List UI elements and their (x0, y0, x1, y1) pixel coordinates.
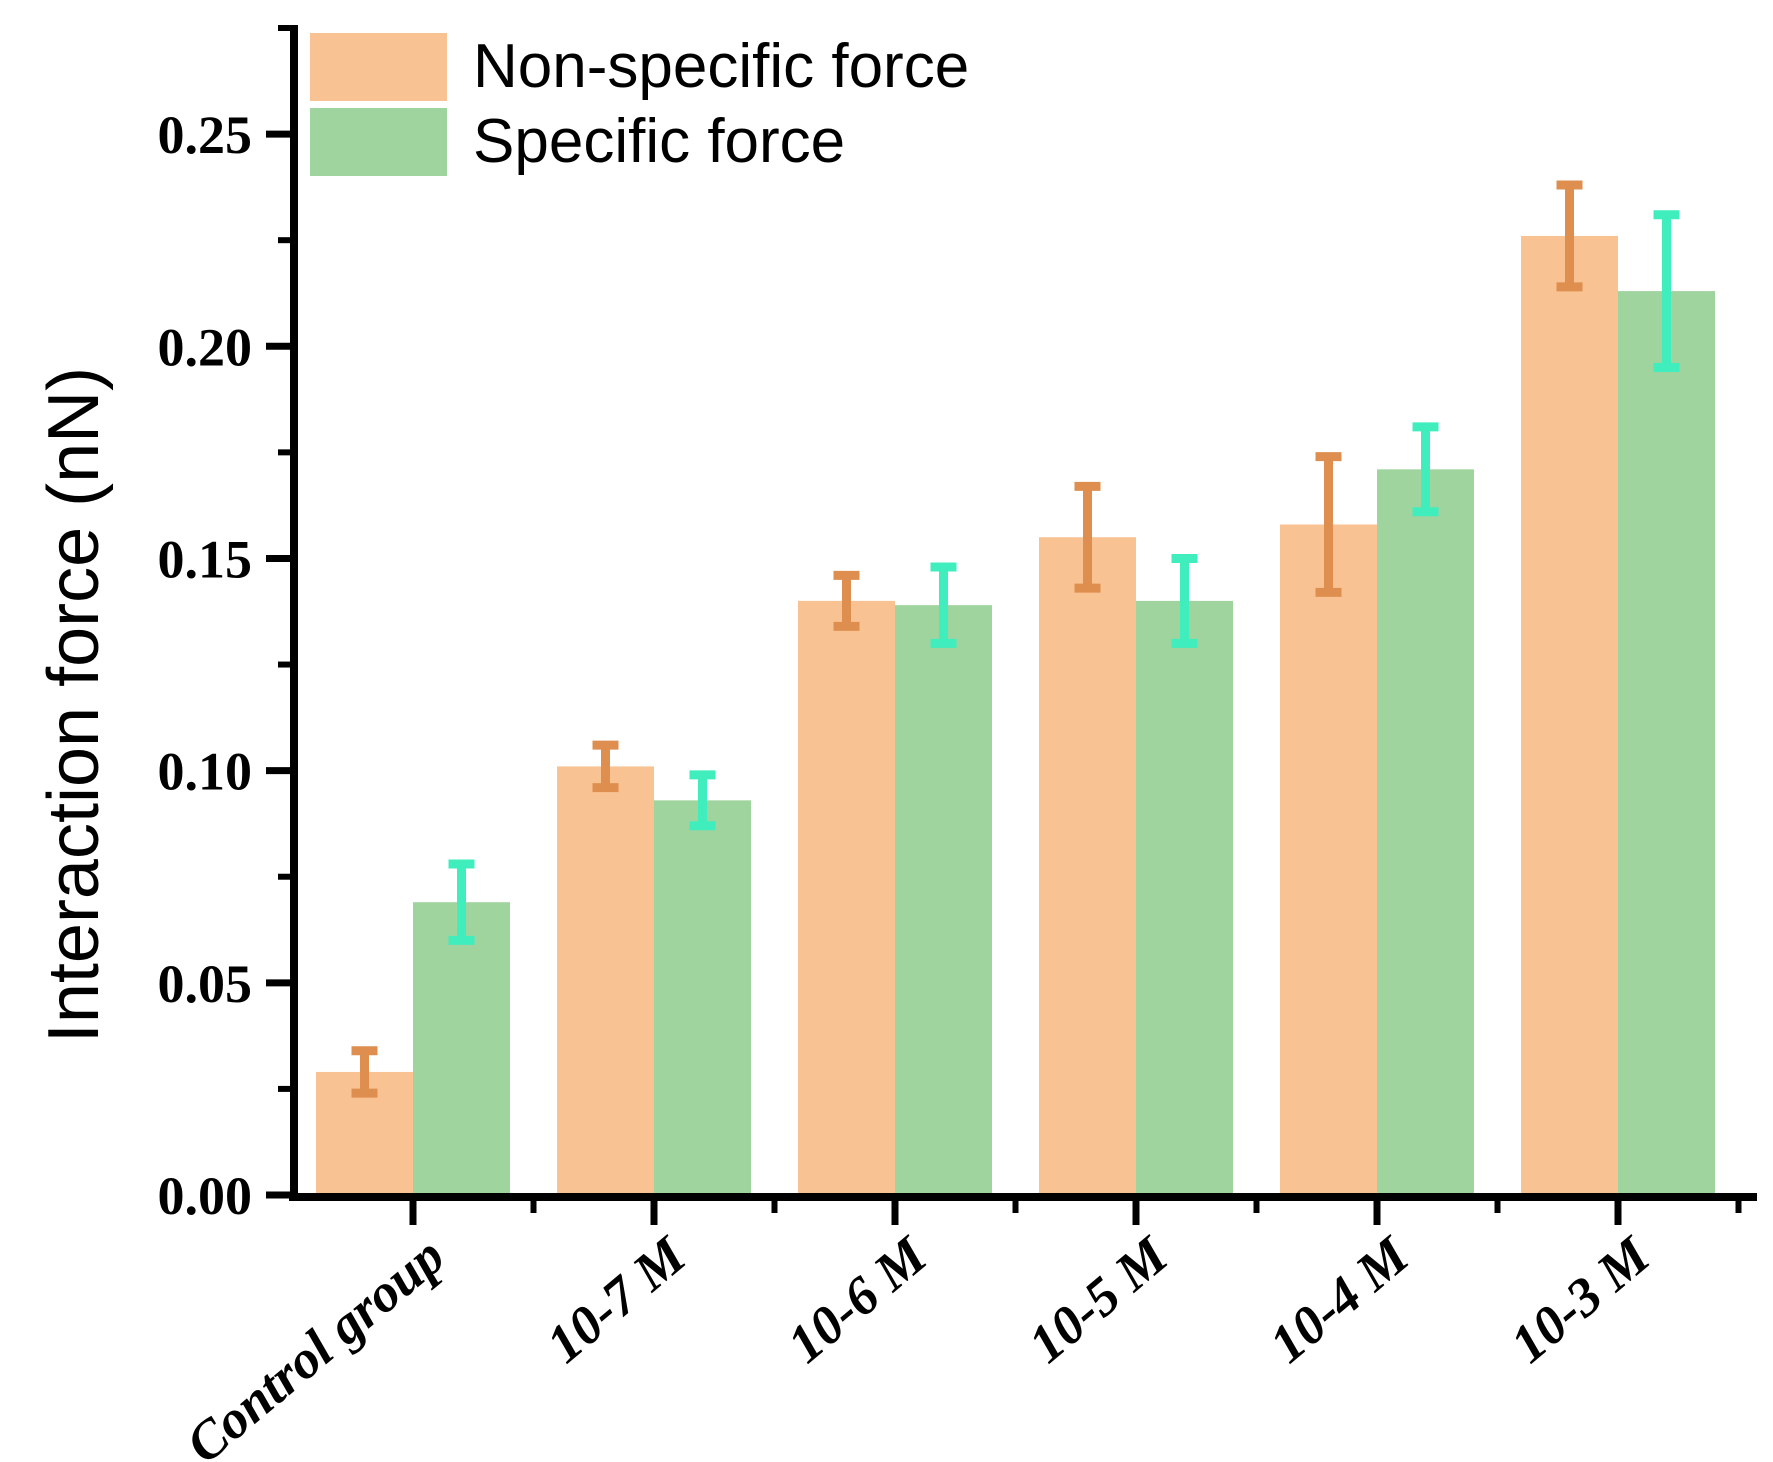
x-category-label-10-4-m: 10-4 M (1258, 1224, 1421, 1374)
x-category-label-10-3-m: 10-3 M (1499, 1224, 1662, 1374)
legend-item-non-specific-force: Non-specific force (310, 33, 969, 101)
bar-specific-force-10-3-m (1618, 291, 1715, 1201)
error-bar-non-specific-force-control-group (351, 1046, 378, 1098)
y-tick-label-0.10: 0.10 (158, 742, 253, 802)
error-bar-specific-force-10-6-m (930, 562, 957, 648)
legend-swatch-non-specific-icon (310, 33, 447, 101)
bar-non-specific-force-10-5-m (1039, 537, 1136, 1201)
x-category-label-10-5-m: 10-5 M (1017, 1224, 1180, 1374)
error-bar-specific-force-10-4-m (1412, 422, 1439, 517)
bar-non-specific-force-10-7-m (557, 766, 654, 1201)
bar-specific-force-10-7-m (654, 800, 751, 1201)
y-tick-label-0.20: 0.20 (158, 317, 253, 377)
bar-specific-force-10-6-m (895, 605, 992, 1201)
bar-non-specific-force-10-4-m (1280, 524, 1377, 1201)
legend-label-specific-force: Specific force (473, 107, 846, 176)
legend: Non-specific force Specific force (310, 33, 969, 183)
y-tick-label-0.00: 0.00 (158, 1166, 253, 1226)
x-category-label-control-group: Control group (175, 1225, 456, 1462)
y-axis-title: Interaction force (nN) (34, 366, 114, 1044)
x-category-label-10-7-m: 10-7 M (535, 1224, 698, 1374)
error-bar-specific-force-10-7-m (689, 770, 716, 831)
error-bar-non-specific-force-10-4-m (1315, 452, 1342, 597)
bar-specific-force-control-group (413, 902, 510, 1201)
error-bar-non-specific-force-10-5-m (1074, 481, 1101, 593)
error-bar-non-specific-force-10-6-m (833, 570, 860, 631)
legend-swatch-specific-icon (310, 108, 447, 176)
y-tick-label-0.15: 0.15 (158, 529, 253, 589)
y-tick-label-0.05: 0.05 (158, 954, 253, 1014)
bar-specific-force-10-5-m (1136, 600, 1233, 1201)
legend-label-non-specific-force: Non-specific force (473, 32, 970, 101)
bar-specific-force-10-4-m (1377, 469, 1474, 1201)
legend-item-specific-force: Specific force (310, 108, 969, 176)
error-bar-non-specific-force-10-3-m (1556, 180, 1583, 292)
y-tick-label-0.25: 0.25 (158, 105, 253, 165)
bar-non-specific-force-10-6-m (798, 600, 895, 1201)
bar-non-specific-force-10-3-m (1521, 235, 1618, 1202)
error-bar-non-specific-force-10-7-m (592, 740, 619, 793)
error-bar-specific-force-10-3-m (1653, 210, 1680, 372)
x-category-label-10-6-m: 10-6 M (776, 1224, 939, 1374)
error-bar-specific-force-control-group (448, 859, 475, 945)
error-bar-specific-force-10-5-m (1171, 553, 1198, 648)
